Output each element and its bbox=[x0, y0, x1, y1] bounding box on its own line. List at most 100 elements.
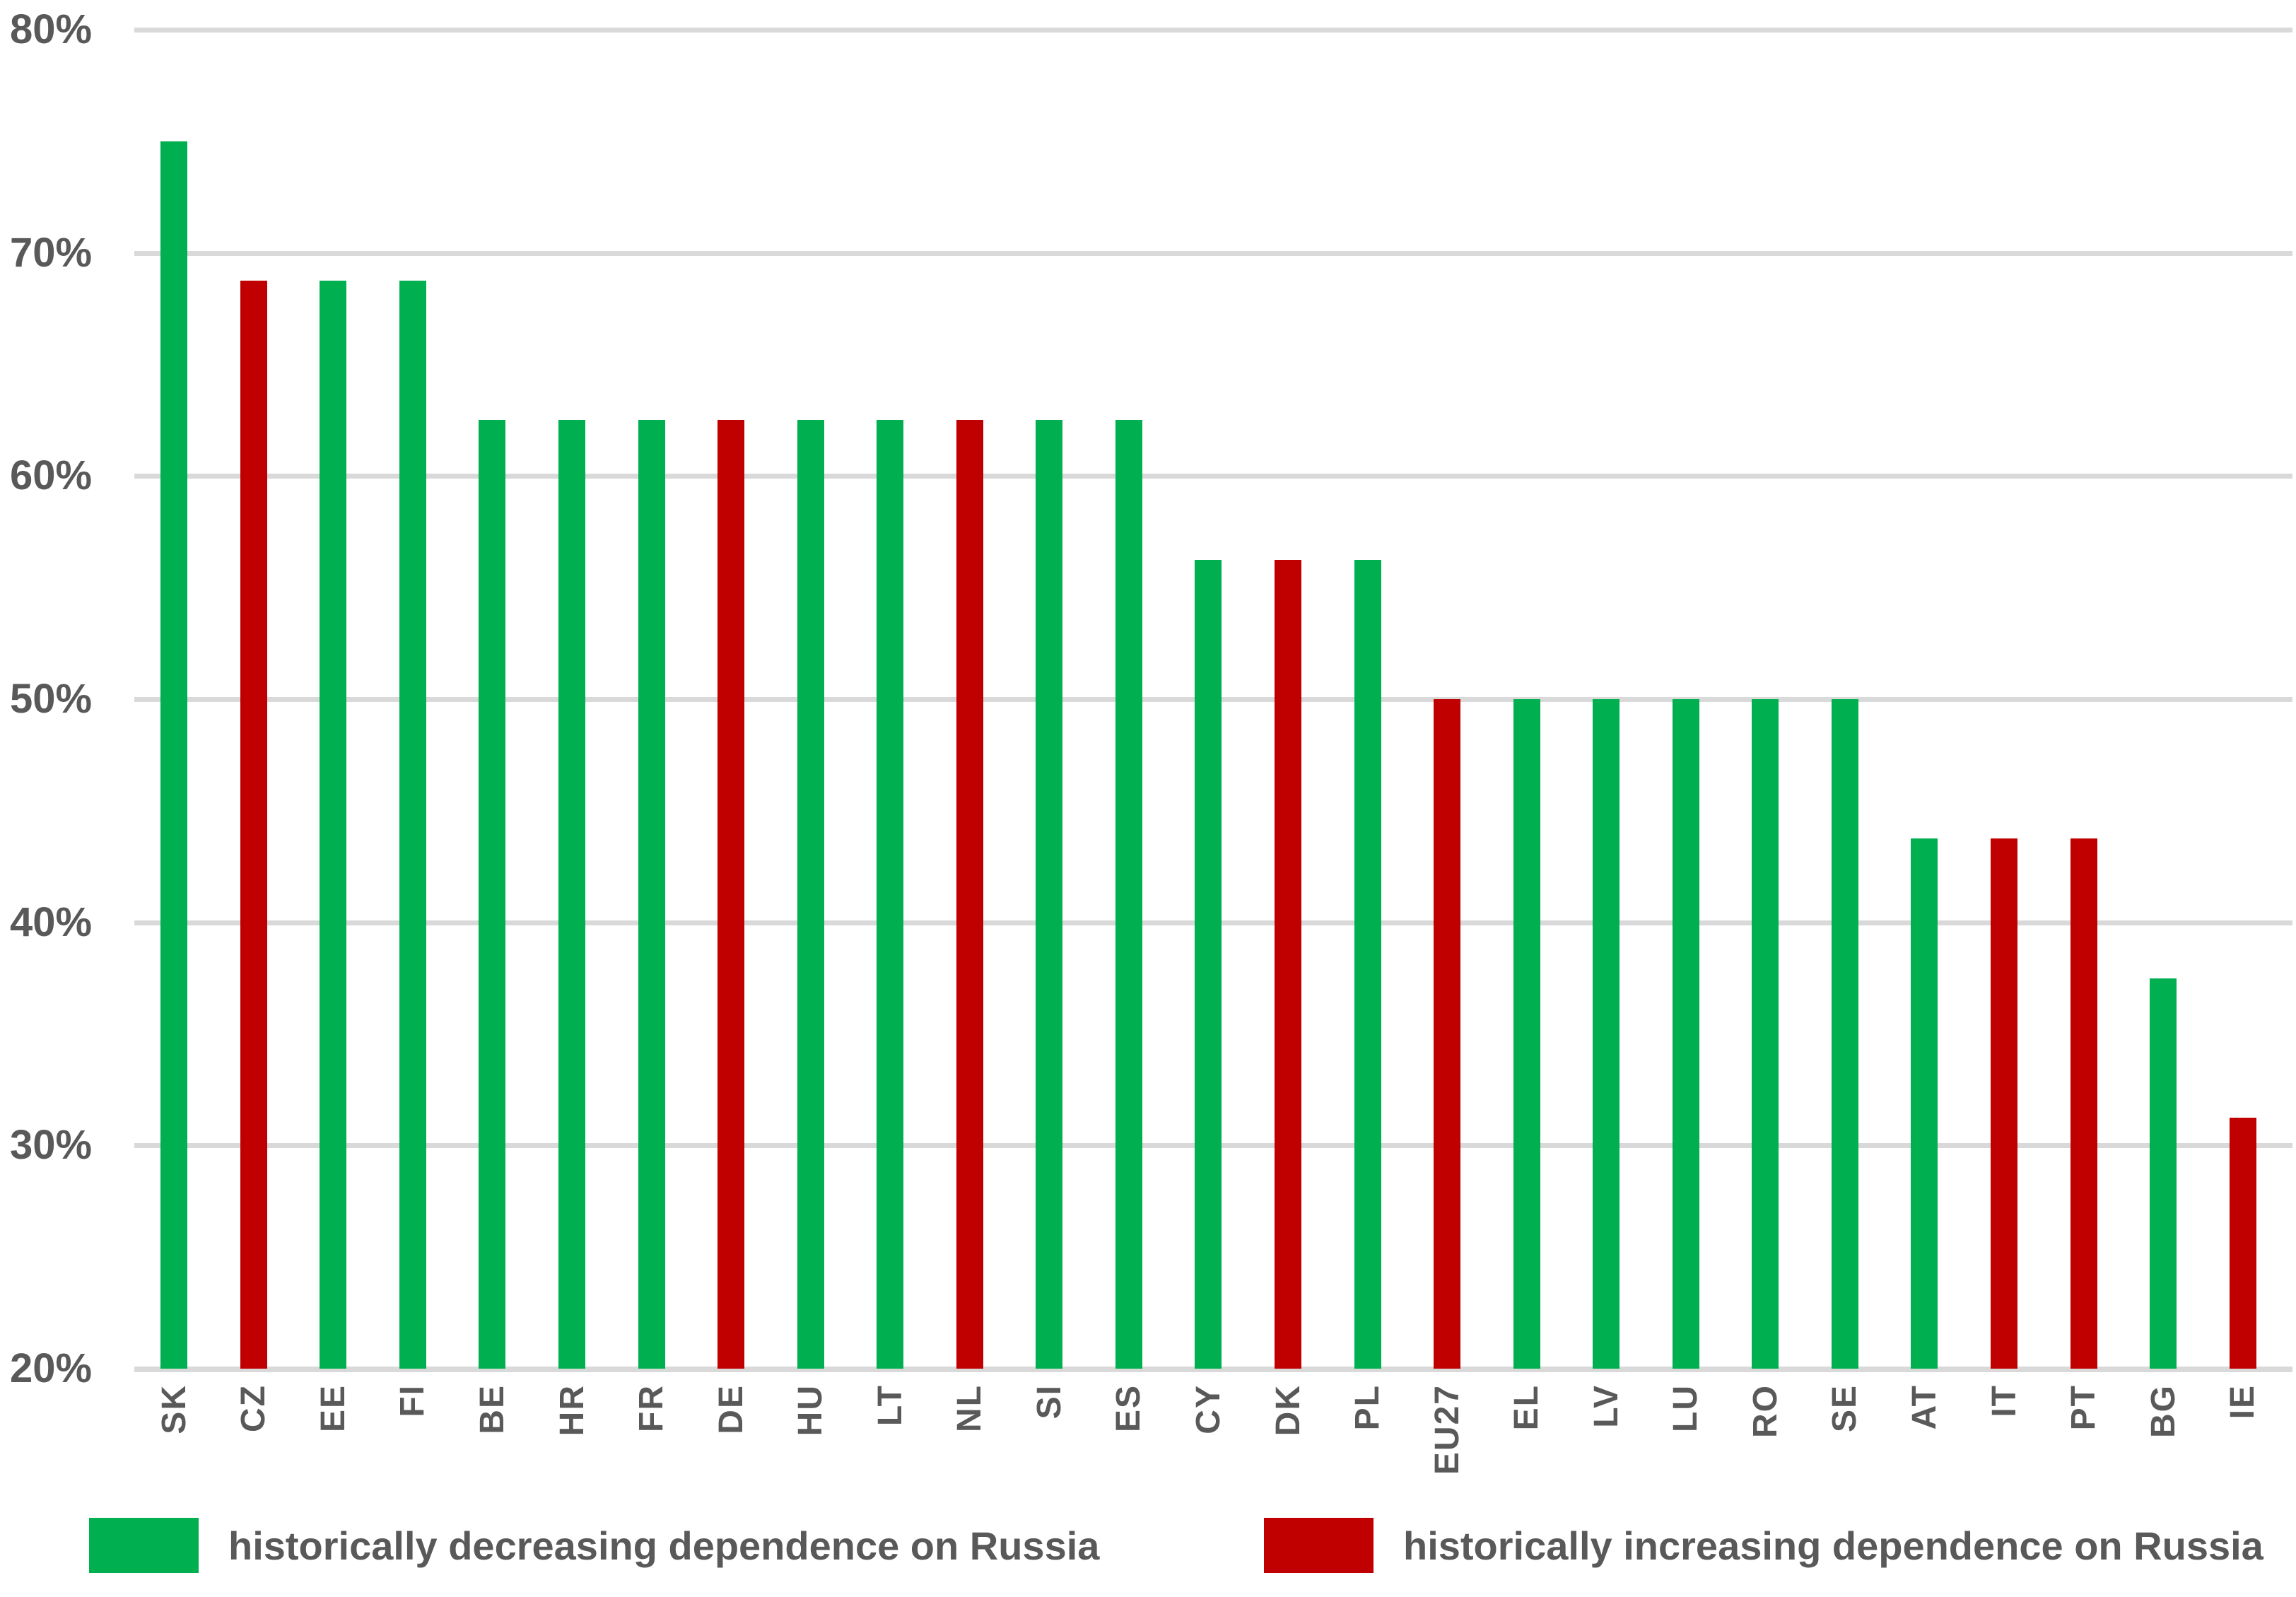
bar-slot-SI bbox=[1009, 30, 1089, 1369]
x-label-LT: LT bbox=[850, 1384, 930, 1519]
bar-SK bbox=[160, 141, 188, 1369]
x-label-SE: SE bbox=[1805, 1384, 1885, 1519]
x-label-text-RO: RO bbox=[1746, 1384, 1784, 1438]
x-label-PT: PT bbox=[2044, 1384, 2124, 1519]
x-label-text-FI: FI bbox=[394, 1384, 432, 1417]
bar-slot-EL bbox=[1487, 30, 1566, 1369]
bar-slot-FR bbox=[611, 30, 691, 1369]
y-tick-60: 60% bbox=[10, 452, 93, 498]
bar-PT bbox=[2070, 838, 2097, 1369]
x-label-text-DK: DK bbox=[1269, 1384, 1307, 1437]
x-label-EU27: EU27 bbox=[1407, 1384, 1487, 1519]
x-label-RO: RO bbox=[1726, 1384, 1805, 1519]
x-label-text-EE: EE bbox=[314, 1384, 352, 1433]
y-tick-20: 20% bbox=[10, 1345, 93, 1391]
bar-NL bbox=[956, 420, 983, 1369]
bar-slot-LU bbox=[1646, 30, 1726, 1369]
x-label-BG: BG bbox=[2124, 1384, 2203, 1519]
x-label-IT: IT bbox=[1964, 1384, 2044, 1519]
bar-HR bbox=[558, 420, 586, 1369]
x-label-FI: FI bbox=[373, 1384, 453, 1519]
bar-SI bbox=[1036, 420, 1063, 1369]
x-label-text-PL: PL bbox=[1349, 1384, 1387, 1431]
legend-label-increasing: historically increasing dependence on Ru… bbox=[1403, 1523, 2263, 1568]
bar-ES bbox=[1115, 420, 1142, 1369]
x-label-EL: EL bbox=[1487, 1384, 1566, 1519]
bar-slot-FI bbox=[373, 30, 453, 1369]
bar-IT bbox=[1991, 838, 2018, 1369]
y-tick-30: 30% bbox=[10, 1122, 93, 1168]
x-label-text-HU: HU bbox=[792, 1384, 830, 1437]
x-label-AT: AT bbox=[1885, 1384, 1964, 1519]
x-label-text-NL: NL bbox=[951, 1384, 989, 1432]
bar-HU bbox=[797, 420, 824, 1369]
bar-slot-PT bbox=[2044, 30, 2124, 1369]
bar-LT bbox=[877, 420, 904, 1369]
bar-CY bbox=[1195, 559, 1222, 1369]
legend-item-decreasing: historically decreasing dependence on Ru… bbox=[89, 1513, 1099, 1578]
gridline-80 bbox=[134, 28, 2292, 33]
bar-slot-AT bbox=[1885, 30, 1964, 1369]
bar-slot-LV bbox=[1566, 30, 1646, 1369]
x-label-text-ES: ES bbox=[1110, 1384, 1148, 1433]
legend-label-decreasing: historically decreasing dependence on Ru… bbox=[228, 1523, 1100, 1568]
bar-LV bbox=[1593, 699, 1620, 1369]
x-label-text-CZ: CZ bbox=[235, 1384, 273, 1432]
bar-slot-EE bbox=[293, 30, 373, 1369]
bar-slot-DK bbox=[1248, 30, 1328, 1369]
bar-slot-RO bbox=[1726, 30, 1805, 1369]
bar-EL bbox=[1513, 699, 1540, 1369]
x-label-SI: SI bbox=[1009, 1384, 1089, 1519]
bar-slot-BG bbox=[2124, 30, 2203, 1369]
x-label-text-CY: CY bbox=[1189, 1384, 1227, 1434]
bar-FR bbox=[638, 420, 665, 1369]
bar-slot-DE bbox=[691, 30, 771, 1369]
x-label-LV: LV bbox=[1566, 1384, 1646, 1519]
x-label-ES: ES bbox=[1089, 1384, 1169, 1519]
x-label-text-BE: BE bbox=[473, 1384, 511, 1434]
gridline-60 bbox=[134, 474, 2292, 479]
x-label-text-DE: DE bbox=[712, 1384, 750, 1434]
bar-slot-HU bbox=[771, 30, 850, 1369]
x-label-DK: DK bbox=[1248, 1384, 1328, 1519]
bar-slot-IE bbox=[2203, 30, 2283, 1369]
bar-PL bbox=[1354, 559, 1381, 1369]
x-label-text-SE: SE bbox=[1826, 1384, 1864, 1433]
x-label-text-SK: SK bbox=[155, 1384, 193, 1434]
x-label-text-BG: BG bbox=[2144, 1384, 2182, 1438]
y-tick-80: 80% bbox=[10, 6, 93, 52]
legend-swatch-decreasing bbox=[89, 1518, 199, 1573]
bar-DE bbox=[718, 420, 745, 1369]
x-label-FR: FR bbox=[611, 1384, 691, 1519]
bar-EU27 bbox=[1434, 699, 1461, 1369]
x-label-text-LV: LV bbox=[1587, 1384, 1625, 1428]
x-label-SK: SK bbox=[134, 1384, 214, 1519]
x-label-HU: HU bbox=[771, 1384, 850, 1519]
x-label-NL: NL bbox=[930, 1384, 1010, 1519]
x-label-text-EU27: EU27 bbox=[1428, 1384, 1466, 1475]
bar-slot-PL bbox=[1328, 30, 1407, 1369]
bar-slot-CY bbox=[1168, 30, 1248, 1369]
x-label-text-EL: EL bbox=[1508, 1384, 1546, 1431]
bar-SE bbox=[1831, 699, 1858, 1369]
x-axis-line bbox=[134, 1367, 2292, 1372]
x-label-text-IT: IT bbox=[1985, 1384, 2023, 1417]
y-tick-40: 40% bbox=[10, 899, 93, 945]
bar-RO bbox=[1752, 699, 1779, 1369]
x-label-PL: PL bbox=[1328, 1384, 1407, 1519]
x-label-text-LU: LU bbox=[1667, 1384, 1705, 1432]
bar-LU bbox=[1672, 699, 1699, 1369]
y-tick-70: 70% bbox=[10, 230, 93, 276]
x-label-IE: IE bbox=[2203, 1384, 2283, 1519]
x-label-text-PT: PT bbox=[2065, 1384, 2103, 1431]
bar-BG bbox=[2150, 978, 2177, 1369]
bar-IE bbox=[2229, 1117, 2256, 1369]
bar-FI bbox=[399, 281, 426, 1369]
bar-BE bbox=[479, 420, 506, 1369]
bar-slot-LT bbox=[850, 30, 930, 1369]
x-label-text-SI: SI bbox=[1030, 1384, 1068, 1420]
bar-slot-IT bbox=[1964, 30, 2044, 1369]
bar-slot-EU27 bbox=[1407, 30, 1487, 1369]
gridline-70 bbox=[134, 251, 2292, 256]
